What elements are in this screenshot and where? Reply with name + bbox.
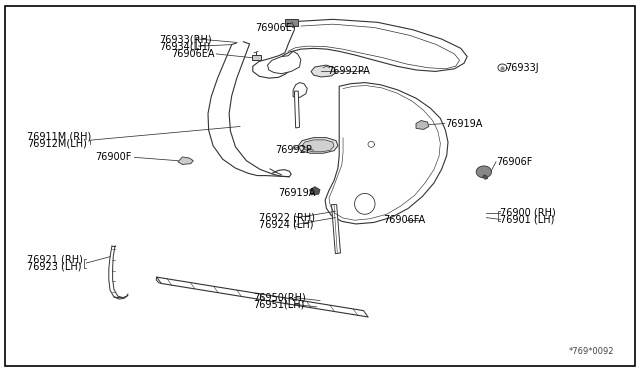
Polygon shape xyxy=(483,175,488,179)
Polygon shape xyxy=(268,51,301,74)
Polygon shape xyxy=(253,19,467,78)
Polygon shape xyxy=(476,166,492,178)
Text: 76933J: 76933J xyxy=(506,63,540,73)
Polygon shape xyxy=(178,157,193,164)
Text: 76900F: 76900F xyxy=(95,153,131,162)
Text: 76924 (LH): 76924 (LH) xyxy=(259,219,314,229)
Polygon shape xyxy=(294,91,300,128)
Polygon shape xyxy=(310,187,320,195)
Text: 76992P: 76992P xyxy=(275,145,312,155)
Text: 76906FA: 76906FA xyxy=(383,215,425,225)
Polygon shape xyxy=(293,83,307,97)
Text: 76921 (RH): 76921 (RH) xyxy=(27,255,83,264)
Text: 76906EA: 76906EA xyxy=(172,49,215,59)
Text: *769*0092: *769*0092 xyxy=(569,347,614,356)
Polygon shape xyxy=(298,138,338,153)
Text: 76919A: 76919A xyxy=(445,119,482,128)
Text: 76950(RH): 76950(RH) xyxy=(253,293,305,302)
Polygon shape xyxy=(285,19,298,26)
Text: 76923 (LH): 76923 (LH) xyxy=(27,262,81,271)
Polygon shape xyxy=(332,205,340,254)
Text: 76934(LH): 76934(LH) xyxy=(159,41,210,51)
Text: 76912M(LH): 76912M(LH) xyxy=(27,139,87,148)
Text: 76919A: 76919A xyxy=(278,188,316,198)
Text: 76911M (RH): 76911M (RH) xyxy=(27,132,91,142)
Polygon shape xyxy=(311,65,336,77)
Text: 76906F: 76906F xyxy=(496,157,532,167)
Polygon shape xyxy=(325,83,448,224)
Text: 76901 (LH): 76901 (LH) xyxy=(500,215,555,224)
Text: 76933(RH): 76933(RH) xyxy=(159,34,211,44)
Text: 76951(LH): 76951(LH) xyxy=(253,299,304,309)
Text: 76922 (RH): 76922 (RH) xyxy=(259,213,316,222)
Polygon shape xyxy=(302,140,334,152)
Polygon shape xyxy=(355,193,375,214)
Text: 76906E: 76906E xyxy=(255,23,292,32)
Polygon shape xyxy=(416,121,429,129)
Polygon shape xyxy=(252,55,261,60)
Text: 76992PA: 76992PA xyxy=(328,67,371,76)
Text: 76900 (RH): 76900 (RH) xyxy=(500,208,556,218)
